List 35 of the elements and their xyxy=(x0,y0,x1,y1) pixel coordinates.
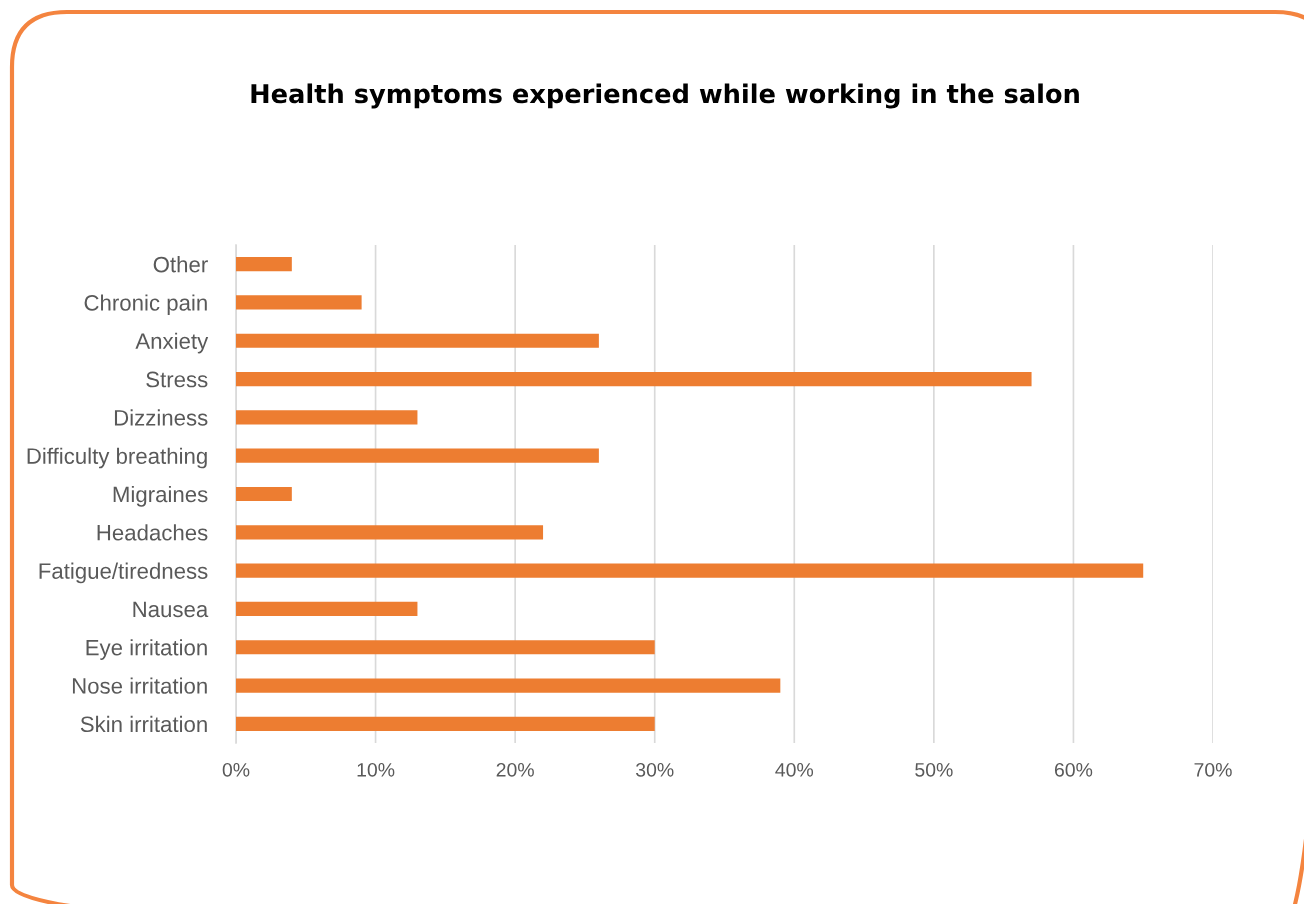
bar xyxy=(236,257,292,272)
x-tick-label: 20% xyxy=(496,762,534,777)
x-tick-label: 70% xyxy=(1194,762,1232,777)
x-tick-label: 30% xyxy=(636,762,674,777)
bar xyxy=(236,601,418,617)
bar xyxy=(236,410,418,425)
y-tick-label: Eye irritation xyxy=(86,639,207,660)
bar xyxy=(236,333,599,348)
x-tick-label: 40% xyxy=(775,762,814,777)
y-tick-label: Migraines xyxy=(113,485,208,507)
chart-title: Health symptoms experienced while working in the salon xyxy=(251,83,1079,109)
bar xyxy=(236,486,292,502)
y-tick-label: Headaches xyxy=(97,524,208,541)
y-tick-label: Skin irritation xyxy=(80,715,207,733)
y-tick-label: Stress xyxy=(146,371,208,388)
bar xyxy=(236,563,1144,578)
x-tick-label: 50% xyxy=(915,762,953,777)
y-tick-label: Anxiety xyxy=(135,332,209,354)
y-tick-label: Fatigue/tiredness xyxy=(39,562,208,584)
y-tick-label: Other xyxy=(153,256,208,273)
bar xyxy=(236,678,781,693)
y-tick-label: Chronic pain xyxy=(84,294,207,316)
bar xyxy=(236,448,599,463)
bar xyxy=(236,525,544,540)
bar xyxy=(236,716,655,731)
bar xyxy=(236,640,655,655)
y-tick-label: Dizziness xyxy=(114,409,208,426)
y-tick-label: Nose irritation xyxy=(72,677,207,694)
y-tick-label: Difficulty breathing xyxy=(27,447,207,469)
x-tick-label: 60% xyxy=(1054,762,1093,777)
x-tick-label: 0% xyxy=(222,762,250,777)
bar xyxy=(236,295,362,310)
y-tick-label: Nausea xyxy=(133,601,209,618)
x-tick-label: 10% xyxy=(357,762,395,777)
bar xyxy=(236,371,1032,387)
